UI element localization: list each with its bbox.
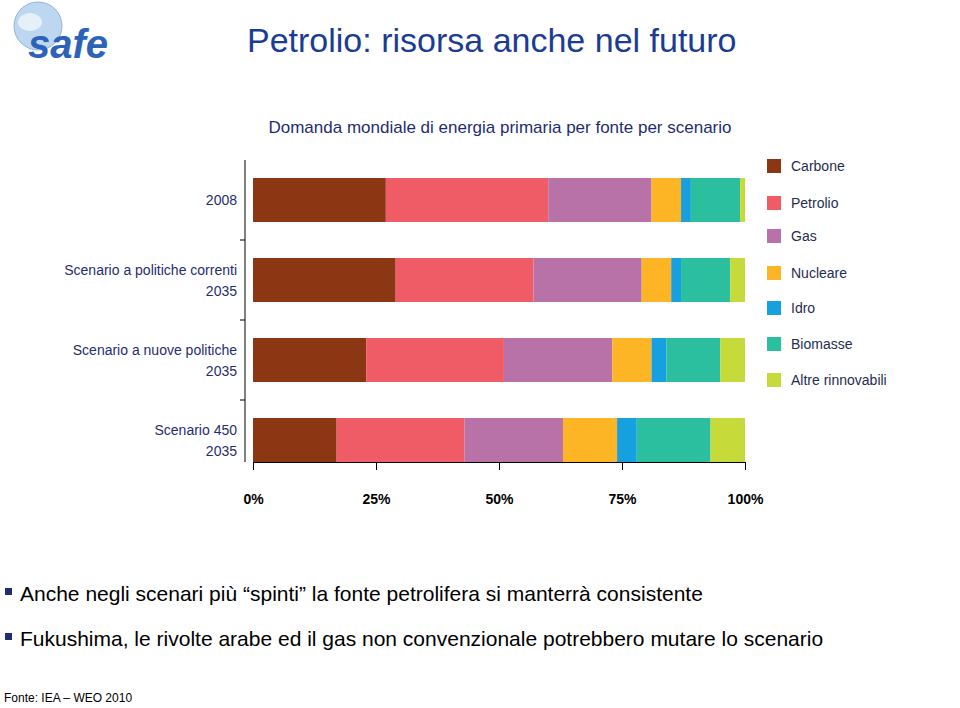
slide-title: Petrolio: risorsa anche nel futuro [247, 21, 736, 59]
legend-swatch [767, 301, 781, 315]
bar-segment [253, 418, 337, 462]
bar-segment [504, 338, 612, 382]
legend-label: Nucleare [791, 265, 847, 281]
x-tick-mark [622, 462, 623, 470]
bar-segment [671, 258, 681, 302]
x-tick: 0% [243, 462, 264, 507]
bullet-marker [5, 633, 12, 640]
bullet-marker [5, 588, 12, 595]
x-tick-mark [745, 462, 746, 470]
bar-segment [720, 338, 745, 382]
x-axis: 0% 25% 50% 75% 100% [243, 462, 764, 507]
bullets: Anche negli scenari più “spinti” la font… [5, 582, 823, 650]
legend-label: Idro [791, 300, 815, 316]
x-tick-label: 100% [728, 491, 764, 507]
bar-segment [730, 258, 745, 302]
bar-segment [386, 178, 548, 222]
bar-segment [612, 338, 651, 382]
bar-segment [681, 258, 730, 302]
bars [253, 178, 745, 462]
bullet-text: Anche negli scenari più “spinti” la font… [20, 582, 703, 605]
x-tick: 100% [728, 462, 764, 507]
x-tick: 50% [485, 462, 514, 507]
bar-segment [253, 258, 396, 302]
x-tick-label: 0% [243, 491, 264, 507]
chart-title: Domanda mondiale di energia primaria per… [268, 118, 731, 137]
legend-swatch [767, 337, 781, 351]
x-tick-label: 25% [362, 491, 391, 507]
bar-segment [740, 178, 745, 222]
y-axis-separator [240, 400, 245, 401]
logo: safe [14, 2, 108, 66]
bar-segment [533, 258, 641, 302]
bar-segment [617, 418, 637, 462]
y-axis-separator [240, 320, 245, 321]
legend-swatch [767, 373, 781, 387]
y-tick-label: Scenario 4502035 [154, 422, 237, 459]
bar-segment [253, 338, 366, 382]
bar-segment [563, 418, 617, 462]
legend-label: Altre rinnovabili [791, 372, 887, 388]
logo-text: safe [28, 22, 108, 66]
x-tick-mark [376, 462, 377, 470]
x-tick-mark [499, 462, 500, 470]
bar-segment [691, 178, 740, 222]
legend-label: Gas [791, 228, 817, 244]
bar-segment [396, 258, 534, 302]
y-tick-label: Scenario a politiche correnti2035 [64, 262, 237, 299]
x-tick: 25% [362, 462, 391, 507]
bar-segment [253, 178, 386, 222]
bar-segment [465, 418, 563, 462]
legend-swatch [767, 229, 781, 243]
source: Fonte: IEA – WEO 2010 [4, 691, 132, 705]
bar-segment [548, 178, 651, 222]
bar-segment [711, 418, 745, 462]
y-tick-label: Scenario a nuove politiche2035 [73, 342, 237, 379]
bullet-text: Fukushima, le rivolte arabe ed il gas no… [20, 627, 823, 650]
legend-label: Biomasse [791, 336, 853, 352]
y-axis-separator [240, 240, 245, 241]
bar-segment [337, 418, 465, 462]
legend: Carbone Petrolio Gas Nucleare Idro Biomasse Al… [767, 158, 887, 388]
slide: safe Petrolio: risorsa anche nel futuro Do… [0, 0, 960, 708]
legend-swatch [767, 159, 781, 173]
x-tick-label: 75% [608, 491, 637, 507]
x-tick: 75% [608, 462, 637, 507]
bar-segment [652, 338, 667, 382]
x-tick-mark [253, 462, 254, 470]
y-axis: 2008 Scenario a politiche correnti2035 Sce… [64, 160, 245, 462]
legend-label: Carbone [791, 158, 845, 174]
legend-swatch [767, 196, 781, 210]
bar-segment [637, 418, 711, 462]
bar-segment [652, 178, 682, 222]
legend-swatch [767, 266, 781, 280]
bar-segment [681, 178, 691, 222]
y-axis-line [245, 160, 246, 462]
legend-label: Petrolio [791, 195, 839, 211]
bar-segment [642, 258, 672, 302]
bar-segment [366, 338, 504, 382]
y-tick-label: 2008 [206, 192, 237, 208]
bar-segment [666, 338, 720, 382]
x-tick-label: 50% [485, 491, 514, 507]
